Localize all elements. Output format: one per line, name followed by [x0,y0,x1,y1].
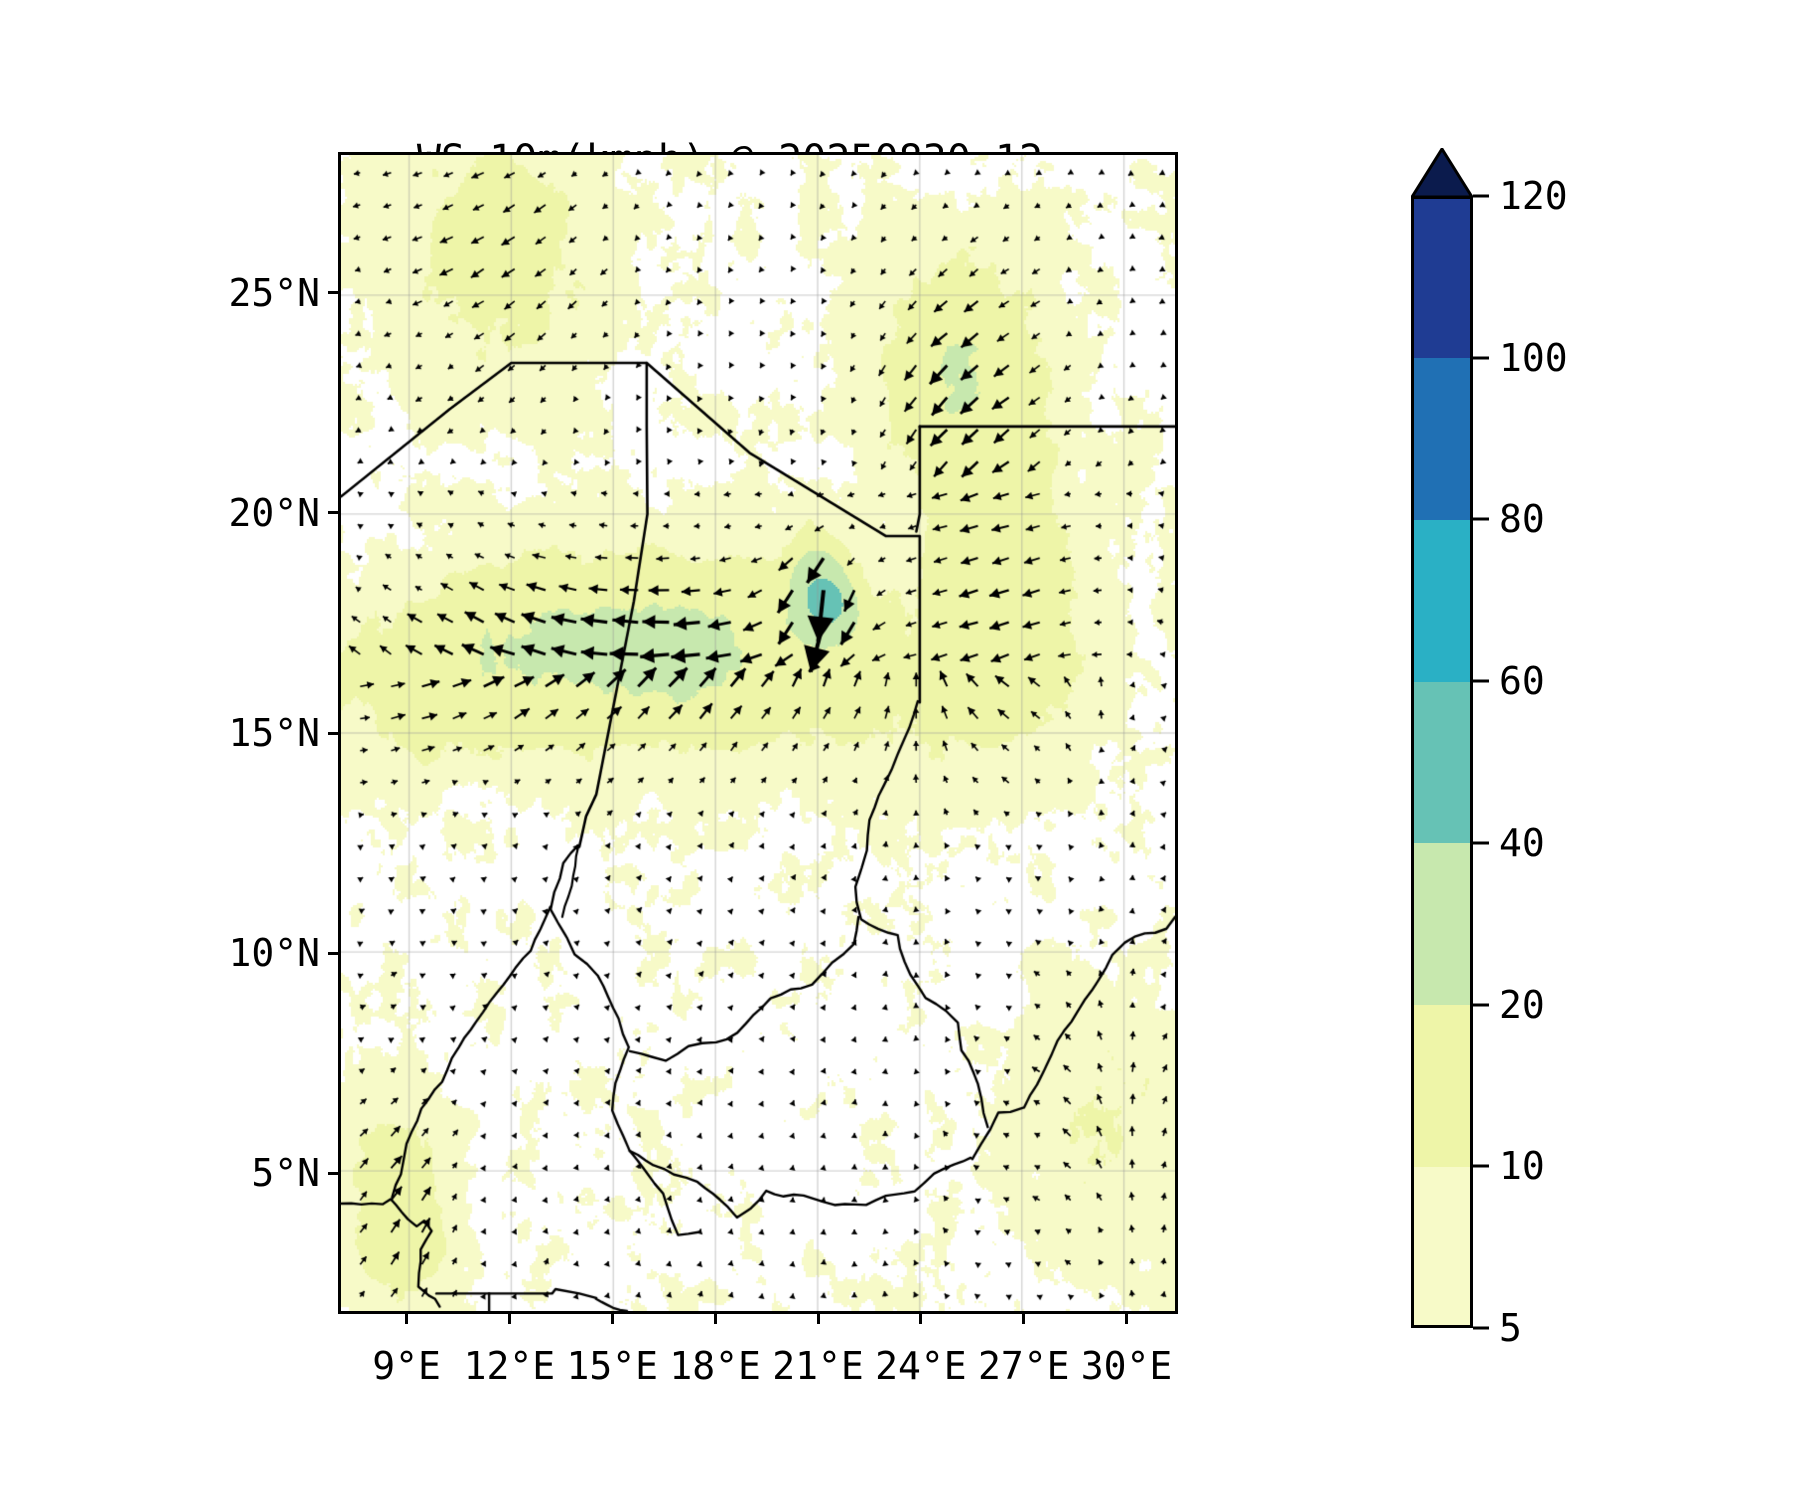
wind-speed-contour-map [341,155,1175,1311]
colorbar-tick-label: 10 [1499,1144,1545,1189]
y-tickmark [328,731,338,735]
x-tickmark [713,1314,717,1324]
colorbar-tickmark [1473,841,1489,845]
y-tick-label: 10°N [228,931,320,976]
x-tickmark [405,1314,409,1324]
x-tick-label: 9°E [372,1344,441,1388]
colorbar-tickmark [1473,517,1489,521]
colorbar-band [1414,1004,1470,1167]
x-tick-label: 27°E [977,1344,1070,1388]
colorbar-band [1414,681,1470,844]
colorbar-tick-label: 80 [1499,497,1545,542]
colorbar-tick-label: 40 [1499,820,1545,865]
colorbar-tickmark [1473,1003,1489,1007]
colorbar-band [1414,519,1470,682]
colorbar-tick-label: 60 [1499,659,1545,704]
x-tickmark [919,1314,923,1324]
map-plot-area[interactable] [338,152,1178,1314]
colorbar[interactable]: 5 10 20 40 60 80 100 120 [1409,146,1568,1350]
y-tick-label: 20°N [228,490,320,535]
colorbar-tickmark [1473,679,1489,683]
x-tick-label: 21°E [772,1344,864,1388]
colorbar-band [1414,842,1470,1006]
x-tickmark [816,1314,820,1324]
colorbar-body [1411,196,1473,1328]
x-tickmark [507,1314,511,1324]
colorbar-tickmark [1473,194,1489,198]
x-tick-label: 18°E [669,1344,761,1388]
y-tickmark [328,951,338,955]
colorbar-band [1414,199,1470,359]
y-tickmark [328,291,338,295]
colorbar-extend-arrow [1409,146,1475,199]
y-tick-label: 15°N [228,711,320,755]
y-tickmark [328,1171,338,1175]
colorbar-tickmark [1473,1164,1489,1168]
colorbar-tick-label: 100 [1499,335,1568,380]
x-tick-label: 24°E [875,1344,967,1388]
x-tickmark [1125,1314,1129,1324]
y-tick-label: 25°N [228,270,320,315]
colorbar-tick-label: 20 [1499,982,1545,1027]
colorbar-tickmark [1473,356,1489,360]
colorbar-tick-label: 120 [1499,174,1568,218]
colorbar-band [1414,1166,1470,1325]
x-tick-label: 30°E [1080,1344,1173,1388]
x-tickmark [1022,1314,1026,1324]
x-tickmark [610,1314,614,1324]
y-tickmark [328,511,338,515]
colorbar-tickmark [1473,1326,1489,1330]
x-tick-label: 15°E [566,1344,659,1388]
colorbar-band [1414,357,1470,521]
x-tick-label: 12°E [463,1344,556,1388]
y-tick-label: 5°N [251,1151,320,1196]
colorbar-tick-label: 5 [1499,1306,1522,1350]
